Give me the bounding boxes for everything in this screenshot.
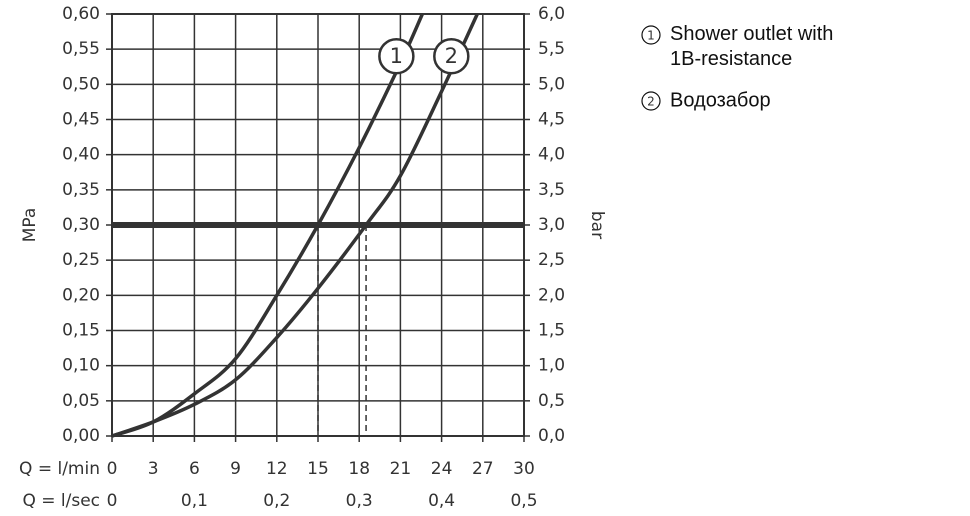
x-tick-label: 21 [390,459,412,479]
y-tick-label: 0,55 [62,39,100,59]
curve-label: 1 [390,44,403,68]
x2-tick-label: 0,3 [346,491,373,511]
x-tick-label: 3 [148,459,159,479]
y-tick-label: 0,35 [62,180,100,200]
curve-label: 2 [445,44,458,68]
x-tick-label: 12 [266,459,288,479]
y2-tick-label: 3,0 [538,215,565,235]
y-tick-label: 0,00 [62,426,100,446]
curve-label-circle [378,37,415,75]
legend-symbol [641,25,661,45]
y2-tick-label: 5,5 [538,39,565,59]
x-tick-label: 15 [307,459,329,479]
y2-tick-label: 5,0 [538,74,565,94]
x2-tick-label: 0,1 [181,491,208,511]
y2-tick-label: 3,5 [538,180,565,200]
x-tick-label: 24 [431,459,453,479]
legend-label: Водозабор [670,89,771,111]
y-tick-label: 0,20 [62,285,100,305]
legend-symbol-label: 1 [647,29,655,43]
legend-label: Shower outlet with 1B-resistance [670,23,833,70]
y2-tick-label: 6,0 [538,4,565,24]
legend-symbol [641,91,661,111]
y-tick-label: 0,30 [62,215,100,235]
y-tick-label: 0,45 [62,110,100,130]
y-tick-label: 0,05 [62,391,100,411]
x2-tick-label: 0,2 [263,491,290,511]
x-tick-label: 18 [348,459,370,479]
x2-tick-label: 0 [107,491,118,511]
curve [111,13,479,438]
y2-tick-label: 2,0 [538,285,565,305]
y-tick-label: 0,40 [62,145,100,165]
y2-tick-label: 0,5 [538,391,565,411]
y2-tick-label: 0,0 [538,426,565,446]
x-tick-label: 27 [472,459,494,479]
x-tick-label: 30 [513,459,535,479]
y2-tick-label: 4,0 [538,145,565,165]
x-tick-label: 0 [107,459,118,479]
x2-tick-label: 0,5 [510,491,537,511]
x2-tick-label: 0,4 [428,491,455,511]
curve [111,13,424,438]
y-tick-label: 0,60 [62,4,100,24]
y2-tick-label: 1,5 [538,321,565,341]
y2-tick-label: 1,0 [538,356,565,376]
y-axis-label: MPa [20,208,40,243]
y-tick-label: 0,50 [62,74,100,94]
plot-frame [111,13,525,437]
y2-axis-label: bar [587,211,607,239]
y-tick-label: 0,15 [62,321,100,341]
x-tick-label: 9 [230,459,241,479]
legend-symbol-label: 2 [647,95,655,109]
x-tick-label: 6 [189,459,200,479]
y-tick-label: 0,25 [62,250,100,270]
y-tick-label: 0,10 [62,356,100,376]
curve-label-circle [433,37,470,75]
x-axis-label: Q = l/min [19,459,100,479]
y2-tick-label: 4,5 [538,110,565,130]
x2-axis-label: Q = l/sec [22,491,100,511]
y2-tick-label: 2,5 [538,250,565,270]
